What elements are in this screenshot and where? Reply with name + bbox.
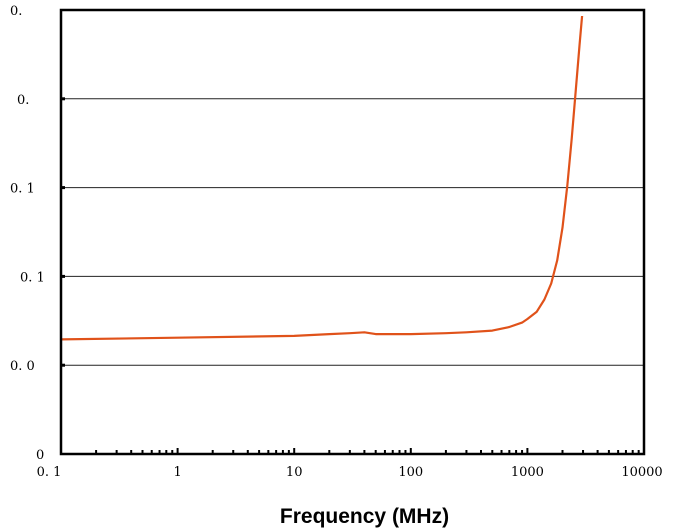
series-layer [61,0,586,339]
x-tick-label: 1 [173,465,181,480]
x-tick-label: 100 [398,465,423,480]
x-tick-label: 0. 1 [37,465,62,480]
plot-frame [61,10,644,454]
y-tick-label: 0. [10,4,22,19]
y-tick-label: 0 [36,448,44,463]
y-tick-label: 0. 1 [20,270,45,285]
y-tick-label: 0. 0 [10,359,35,374]
x-tick-label: 10 [286,465,303,480]
x-axis-label: Frequency (MHz) [280,505,449,528]
y-tick-label: 0. 1 [10,182,35,197]
grid-lines [61,99,644,365]
series-line [61,0,586,339]
y-tick-label: 0. [17,93,29,108]
x-tick-label: 10000 [621,465,662,480]
x-tick-label: 1000 [511,465,544,480]
y-tick-labels: 0. 0. 0. 1 0. 1 0. 0 0 [10,4,45,463]
x-tick-labels: 0. 1 1 10 100 1000 10000 [37,465,663,480]
